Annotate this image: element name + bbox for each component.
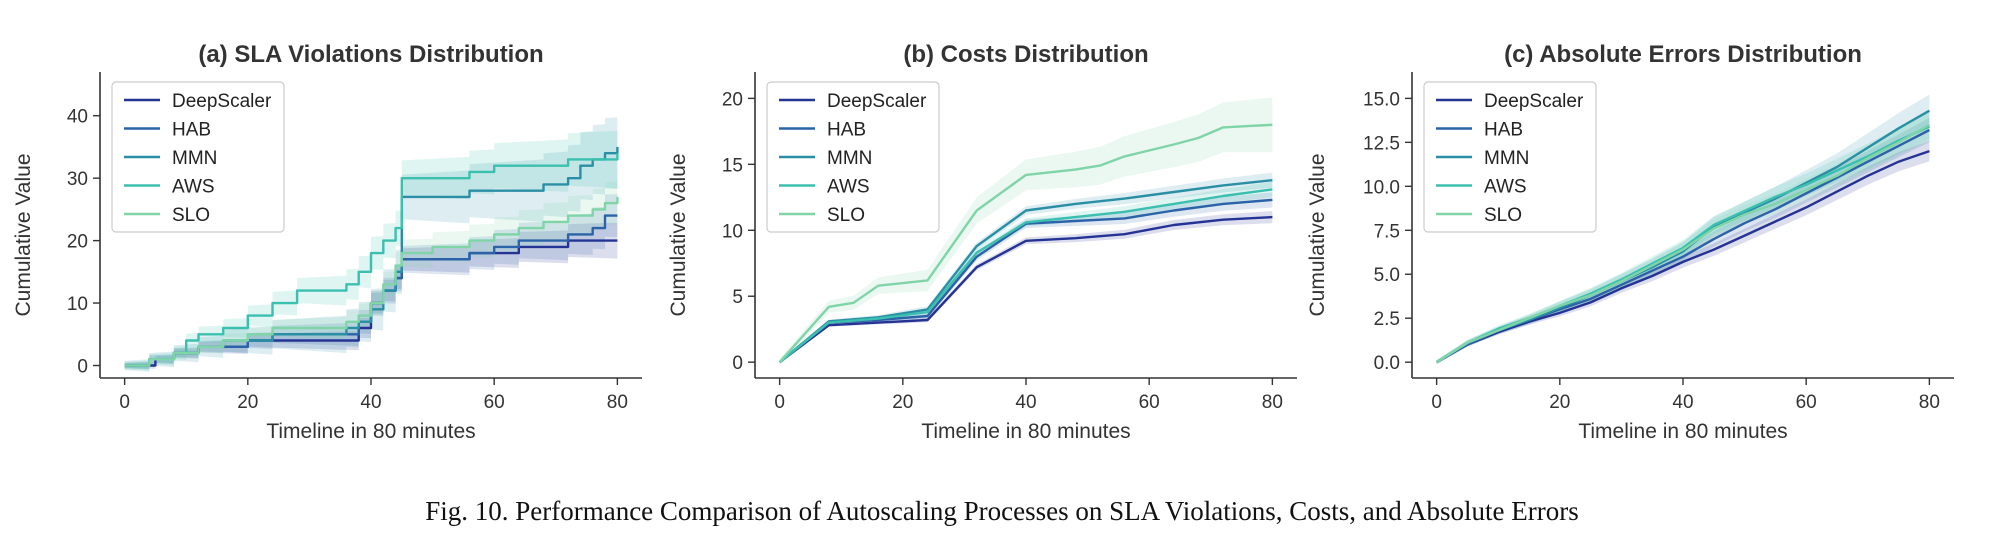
- x-tick-label: 80: [607, 392, 628, 413]
- panel-absolute-errors: (c) Absolute Errors Distribution 0 20 40 60 8…: [1306, 41, 1954, 443]
- legend-label-slo: SLO: [172, 205, 210, 226]
- series-line-deepscaler: [778, 215, 1273, 364]
- series-line-deepscaler: [1436, 149, 1930, 364]
- band-mmn: [124, 111, 618, 372]
- y-tick-label: 0: [732, 353, 743, 374]
- y-tick-label: 10.0: [1363, 177, 1400, 198]
- x-tick-label: 0: [1431, 392, 1442, 413]
- y-tick-label: 5: [732, 287, 743, 308]
- x-tick-label: 60: [484, 392, 505, 413]
- y-tick-label: 30: [67, 169, 88, 190]
- band-slo: [124, 175, 618, 370]
- x-axis-label: Timeline in 80 minutes: [921, 420, 1130, 443]
- band-deepscaler: [779, 211, 1273, 363]
- x-tick-label: 40: [360, 392, 381, 413]
- legend-label-aws: AWS: [1484, 177, 1527, 198]
- x-tick-label: 80: [1262, 392, 1283, 413]
- y-tick-label: 7.5: [1374, 221, 1400, 242]
- series-line-aws: [124, 153, 619, 367]
- y-tick-label: 2.5: [1374, 309, 1400, 330]
- legend-label-slo: SLO: [827, 205, 865, 226]
- band-slo: [779, 97, 1273, 366]
- figure-caption: Fig. 10. Performance Comparison of Autos…: [425, 496, 1579, 526]
- legend-label-deepscaler: DeepScaler: [827, 91, 927, 112]
- legend-box: [766, 81, 940, 233]
- y-tick-label: 10: [722, 221, 743, 242]
- legend-box: [1423, 81, 1597, 233]
- legend-label-hab: HAB: [172, 120, 211, 141]
- legend-label-aws: AWS: [827, 177, 870, 198]
- y-axis-label: Cumulative Value: [1306, 153, 1329, 316]
- x-tick-label: 20: [1549, 392, 1570, 413]
- y-tick-label: 12.5: [1363, 133, 1400, 154]
- legend-label-slo: SLO: [1484, 205, 1522, 226]
- y-tick-label: 5.0: [1374, 265, 1400, 286]
- x-tick-label: 20: [892, 392, 913, 413]
- x-tick-label: 40: [1672, 392, 1693, 413]
- legend-label-hab: HAB: [827, 120, 866, 141]
- x-tick-label: 60: [1139, 392, 1160, 413]
- series-line-slo: [1435, 123, 1930, 364]
- x-tick-label: 40: [1015, 392, 1036, 413]
- legend-label-deepscaler: DeepScaler: [1484, 91, 1584, 112]
- x-tick-label: 60: [1796, 392, 1817, 413]
- y-tick-label: 20: [722, 89, 743, 110]
- series-line-aws: [778, 188, 1273, 364]
- series-line-slo: [124, 196, 619, 367]
- x-axis-label: Timeline in 80 minutes: [1578, 420, 1787, 443]
- legend-box: [111, 81, 285, 233]
- x-tick-label: 80: [1919, 392, 1940, 413]
- band-aws: [1436, 112, 1930, 365]
- x-tick-label: 0: [119, 392, 130, 413]
- legend-label-mmn: MMN: [172, 148, 217, 169]
- y-tick-label: 0.0: [1374, 353, 1400, 374]
- band-deepscaler: [1436, 141, 1930, 364]
- series-line-slo: [778, 123, 1273, 363]
- panel-title: (a) SLA Violations Distribution: [198, 41, 543, 68]
- legend-label-mmn: MMN: [827, 148, 872, 169]
- y-axis-label: Cumulative Value: [667, 153, 690, 316]
- panel-title: (c) Absolute Errors Distribution: [1504, 41, 1862, 68]
- y-tick-label: 0: [77, 357, 88, 378]
- legend-label-hab: HAB: [1484, 120, 1523, 141]
- panel-title: (b) Costs Distribution: [903, 41, 1148, 68]
- panel-sla-violations: (a) SLA Violations Distribution 0 20 40 60 80…: [12, 41, 642, 443]
- legend-label-aws: AWS: [172, 177, 215, 198]
- y-tick-label: 15: [722, 155, 743, 176]
- figure: (a) SLA Violations Distribution 0 20 40 60 80…: [12, 41, 1954, 443]
- legend-label-deepscaler: DeepScaler: [172, 91, 272, 112]
- legend-label-mmn: MMN: [1484, 148, 1529, 169]
- y-tick-label: 20: [67, 232, 88, 253]
- y-axis-label: Cumulative Value: [12, 153, 35, 316]
- band-deepscaler: [124, 222, 618, 369]
- x-axis-label: Timeline in 80 minutes: [266, 420, 475, 443]
- y-tick-label: 15.0: [1363, 89, 1400, 110]
- x-tick-label: 0: [774, 392, 785, 413]
- x-tick-label: 20: [237, 392, 258, 413]
- band-aws: [124, 124, 618, 371]
- y-tick-label: 10: [67, 294, 88, 315]
- series-line-mmn: [778, 179, 1273, 364]
- panel-costs: (b) Costs Distribution 0 20 40 60 80 0 5 10 15 20 T…: [667, 41, 1297, 443]
- y-tick-label: 40: [67, 107, 88, 128]
